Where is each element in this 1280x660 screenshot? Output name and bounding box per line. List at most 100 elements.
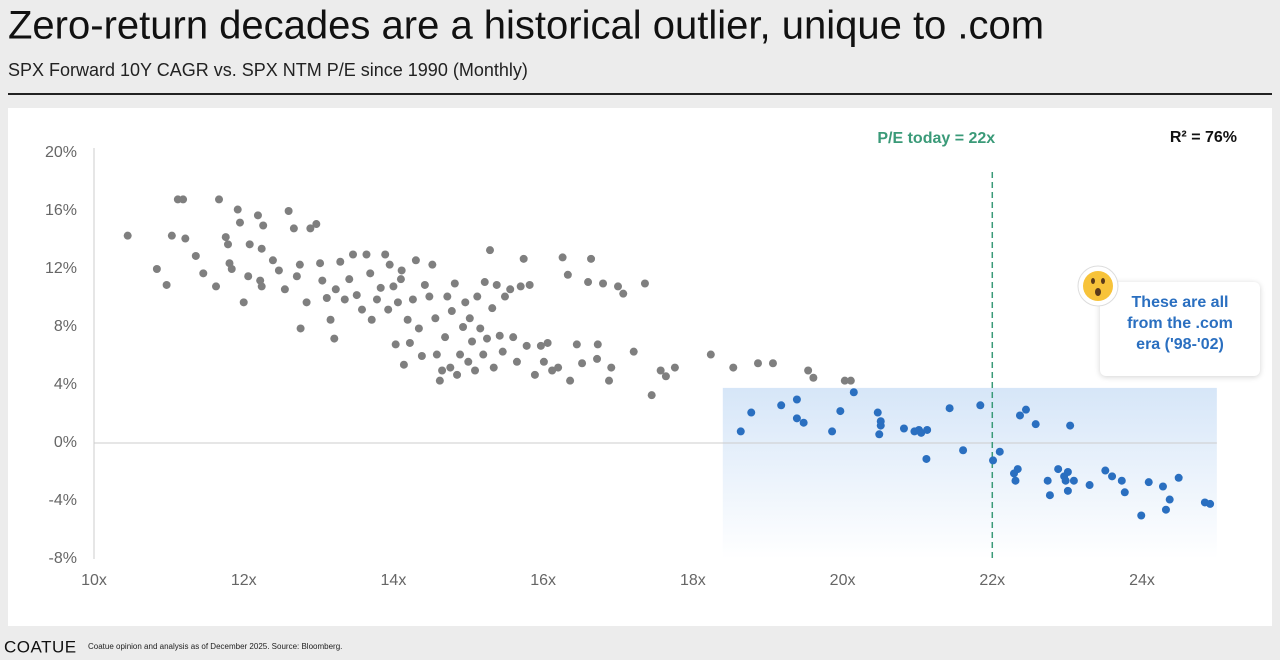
scatter-point xyxy=(945,404,954,413)
scatter-point xyxy=(223,240,232,249)
scatter-point xyxy=(420,280,429,289)
scatter-point xyxy=(495,331,504,340)
scatter-point xyxy=(656,366,665,375)
scatter-point xyxy=(1011,476,1020,485)
scatter-point xyxy=(599,279,608,288)
scatter-point xyxy=(492,280,501,289)
scatter-point xyxy=(408,295,417,304)
scatter-point xyxy=(525,280,534,289)
scatter-point xyxy=(336,257,345,266)
scatter-point xyxy=(1101,466,1110,475)
scatter-point xyxy=(372,295,381,304)
scatter-point xyxy=(316,259,325,268)
scatter-point xyxy=(587,254,596,263)
scatter-point xyxy=(340,295,349,304)
scatter-point xyxy=(809,373,818,382)
scatter-point xyxy=(456,350,465,359)
scatter-point xyxy=(381,250,390,259)
scatter-point xyxy=(1054,465,1063,474)
scatter-point xyxy=(516,282,525,291)
y-tick-label: 20% xyxy=(45,144,77,161)
scatter-point xyxy=(1013,465,1022,474)
scatter-point xyxy=(849,388,858,397)
scatter-point xyxy=(753,359,762,368)
scatter-point xyxy=(399,360,408,369)
scatter-point xyxy=(330,334,339,343)
callout: These are all from the .com era ('98-'02… xyxy=(1100,282,1260,376)
scatter-point xyxy=(1108,472,1117,481)
scatter-point xyxy=(123,231,132,240)
scatter-point xyxy=(489,363,498,372)
scatter-point xyxy=(464,357,473,366)
chart-title: Zero-return decades are a historical out… xyxy=(8,4,1044,48)
scatter-point xyxy=(446,363,455,372)
scatter-point xyxy=(432,350,441,359)
scatter-point xyxy=(584,278,593,287)
scatter-point xyxy=(235,218,244,227)
scatter-point xyxy=(318,276,327,285)
scatter-point xyxy=(414,324,423,333)
x-tick-label: 16x xyxy=(530,572,556,589)
scatter-point xyxy=(768,359,777,368)
scatter-point xyxy=(661,372,670,381)
scatter-point xyxy=(799,418,808,427)
scatter-point xyxy=(435,376,444,385)
scatter-point xyxy=(530,370,539,379)
scatter-point xyxy=(729,363,738,372)
scatter-point xyxy=(312,220,321,229)
scatter-point xyxy=(670,363,679,372)
scatter-point xyxy=(385,260,394,269)
scatter-point xyxy=(792,414,801,423)
scatter-point xyxy=(804,366,813,375)
scatter-point xyxy=(607,363,616,372)
scatter-point xyxy=(352,291,361,300)
y-tick-label: 4% xyxy=(54,376,77,393)
scatter-point xyxy=(747,408,756,417)
scatter-point xyxy=(483,334,491,343)
x-tick-label: 10x xyxy=(81,572,107,589)
scatter-point xyxy=(468,337,477,346)
scatter-point xyxy=(917,428,926,437)
scatter-point xyxy=(875,430,884,439)
chart-subtitle: SPX Forward 10Y CAGR vs. SPX NTM P/E sin… xyxy=(8,60,528,80)
scatter-point xyxy=(257,244,266,253)
scatter-point xyxy=(1137,511,1146,520)
scatter-point xyxy=(302,298,311,307)
plot-layer: -8% -4% 0% 4% 8% 12% 16% 20% 10x 12x 14x 16x 18x 20x 2… xyxy=(45,130,1217,589)
scatter-point xyxy=(292,272,301,281)
scatter-point xyxy=(1174,473,1183,482)
scatter-point xyxy=(357,305,366,314)
x-tick-label: 20x xyxy=(830,572,856,589)
scatter-point xyxy=(619,289,628,298)
scatter-point xyxy=(566,376,575,385)
y-tick-label: -4% xyxy=(49,492,77,509)
scatter-point xyxy=(473,292,482,301)
scatter-point xyxy=(828,427,837,436)
scatter-point xyxy=(257,282,266,291)
scatter-point xyxy=(840,376,849,385)
scatter-point xyxy=(873,408,882,417)
scatter-point xyxy=(253,211,262,220)
scatter-point xyxy=(284,207,293,215)
scatter-point xyxy=(389,282,398,291)
scatter-point xyxy=(543,338,552,347)
scatter-point xyxy=(425,292,434,301)
scatter-point xyxy=(403,315,412,324)
scatter-point xyxy=(447,307,456,316)
scatter-point xyxy=(1158,482,1167,491)
scatter-point xyxy=(438,366,447,375)
scatter-point xyxy=(605,376,614,385)
scatter-point xyxy=(459,323,468,331)
scatter-point xyxy=(899,424,908,433)
scatter-point xyxy=(397,266,406,275)
scatter-point xyxy=(295,260,304,269)
scatter-point xyxy=(349,250,358,259)
scatter-point xyxy=(221,233,230,242)
x-tick-label: 12x xyxy=(231,572,257,589)
scatter-point xyxy=(393,298,402,307)
scatter-point xyxy=(191,251,200,260)
scatter-point xyxy=(485,246,494,255)
scatter-point xyxy=(345,275,354,284)
scatter-point xyxy=(647,391,656,400)
scatter-point xyxy=(376,283,385,292)
